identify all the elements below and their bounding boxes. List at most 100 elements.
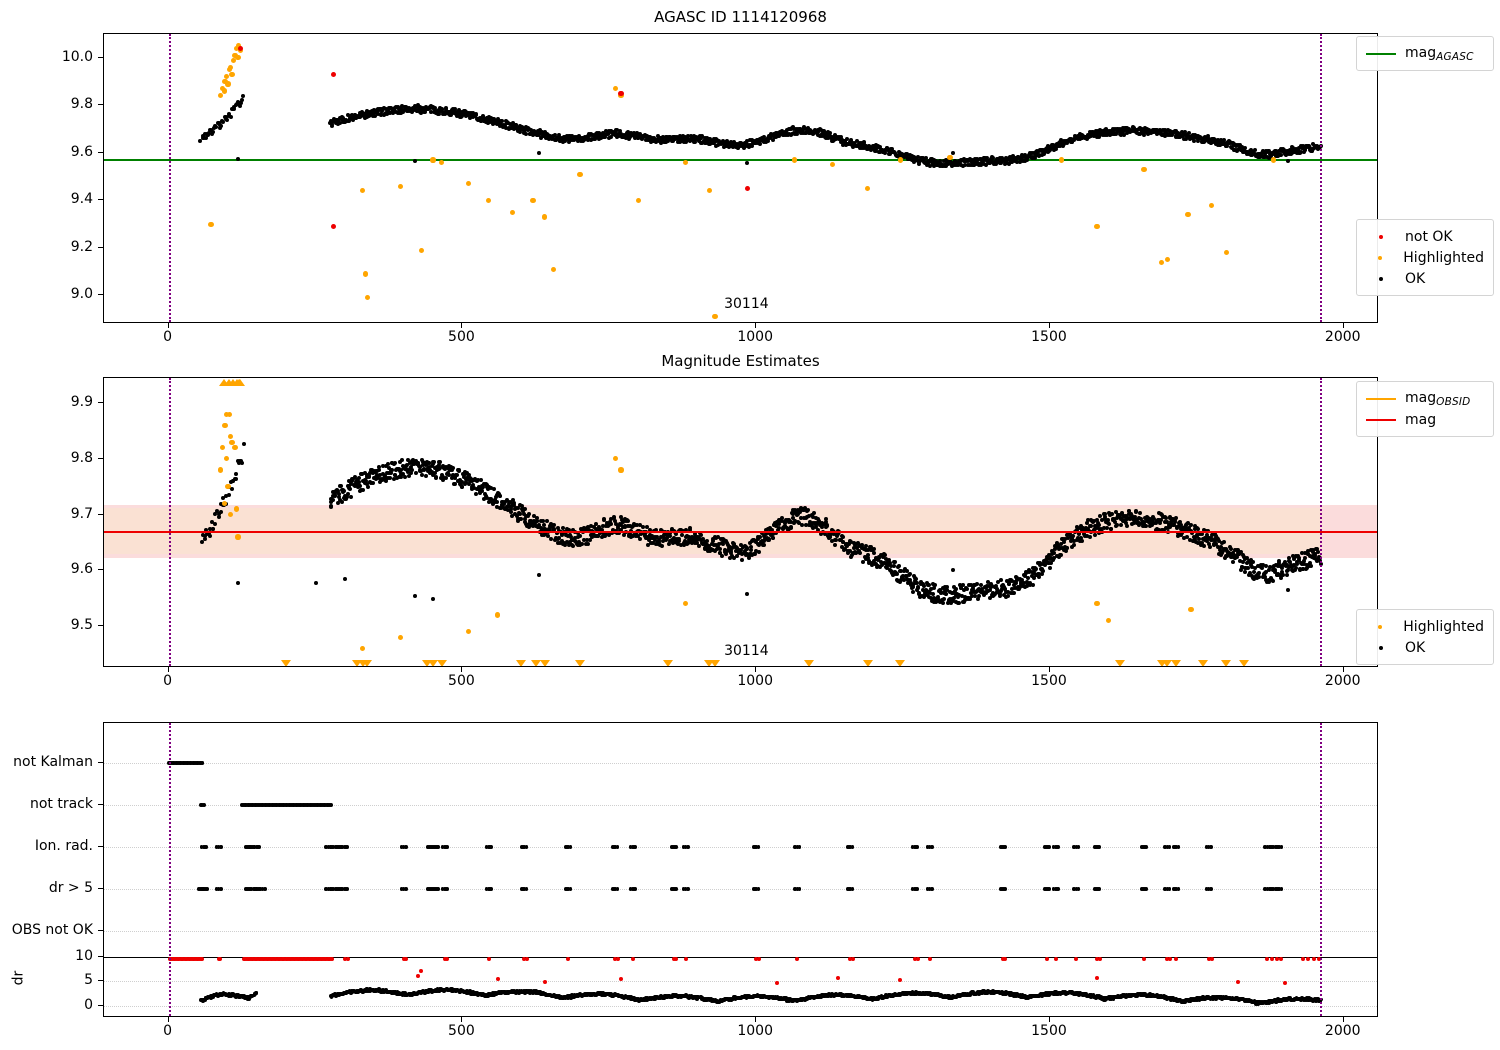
ok-point (938, 158, 943, 163)
ok-point (838, 135, 843, 140)
highlighted-point (486, 197, 492, 203)
highlighted-point (217, 93, 223, 99)
highlighted-point (509, 209, 515, 215)
x-tick-label: 500 (448, 329, 475, 345)
flag-marker (345, 887, 349, 891)
ok-point (478, 477, 483, 482)
ok-point (1276, 149, 1281, 154)
highlighted-point (229, 71, 235, 77)
ok-point (962, 163, 967, 168)
ok-point (716, 143, 721, 148)
flag-marker (1176, 887, 1181, 891)
flag-marker (686, 887, 690, 891)
ok-point (577, 533, 582, 538)
flag-marker (615, 845, 620, 849)
ok-point (942, 597, 947, 602)
flag-marker (1056, 887, 1060, 891)
ok-point (766, 138, 771, 143)
flag-marker (204, 845, 208, 849)
ok-point (1191, 138, 1196, 143)
ok-point (1309, 564, 1314, 569)
ok-point (329, 504, 334, 509)
ok-point (600, 132, 605, 137)
y-tick-mark (98, 104, 103, 106)
ok-point (993, 161, 998, 166)
ok-point (1216, 140, 1221, 145)
not-ok-point (238, 45, 244, 51)
ok-point (749, 144, 754, 149)
highlighted-point (618, 467, 624, 473)
ok-point (924, 163, 929, 168)
obsid-boundary-line (1320, 34, 1323, 322)
ok-point (1314, 143, 1319, 148)
ok-point (351, 115, 356, 120)
ok-point (343, 493, 348, 498)
ok-point (490, 119, 495, 124)
flag-marker (489, 845, 493, 849)
ok-point (526, 127, 531, 132)
ok-point (432, 460, 437, 465)
panel2-axes (103, 377, 1378, 667)
ok-point (998, 577, 1003, 582)
ok-point (379, 112, 384, 117)
ok-point (883, 151, 888, 156)
highlighted-point (791, 157, 797, 163)
ok-point (234, 476, 239, 481)
ok-point (712, 141, 717, 146)
ok-point (240, 97, 245, 102)
highlighted-point (1106, 617, 1112, 624)
ok-point (857, 143, 862, 148)
plot-area (104, 378, 1377, 666)
ok-point (219, 124, 224, 129)
highlighted-point (550, 266, 557, 272)
ok-point (666, 139, 671, 144)
ok-point (422, 109, 427, 114)
highlighted-point (712, 314, 718, 320)
ok-point (745, 591, 750, 596)
y-tick-mark (98, 513, 103, 515)
flag-marker (674, 887, 678, 891)
legend-entry: Highlighted (1366, 616, 1484, 637)
highlighted-point (1094, 601, 1100, 607)
ok-point (207, 534, 212, 539)
highlighted-point (1223, 250, 1229, 256)
ok-point (951, 568, 956, 573)
ok-point (730, 145, 735, 150)
flag-marker (1279, 845, 1284, 849)
ok-point (592, 135, 597, 140)
ok-point (712, 139, 717, 144)
highlighted-point (897, 157, 903, 163)
ok-point (401, 108, 406, 113)
ok-point (1006, 161, 1011, 166)
ok-point (726, 140, 731, 145)
highlighted-point (232, 52, 238, 58)
ok-point (373, 113, 378, 118)
ok-point (893, 560, 898, 565)
ok-point (1162, 127, 1167, 132)
ok-point (1015, 160, 1020, 165)
ok-point (927, 163, 932, 168)
highlighted-point (225, 81, 231, 87)
ok-point (400, 457, 405, 462)
ok-point (990, 155, 995, 160)
ok-point (336, 492, 341, 497)
ok-point (423, 474, 428, 479)
ok-point (907, 157, 912, 162)
highlighted-clipped-low-marker (804, 660, 815, 666)
ok-point (208, 127, 213, 132)
legend-dot (1378, 255, 1383, 260)
highlighted-clipped-low-marker (539, 660, 550, 666)
ok-point (413, 470, 418, 475)
y-tick-label: 9.9 (70, 394, 93, 411)
ok-point (852, 140, 857, 145)
legend-label: OK (1405, 639, 1426, 656)
flag-marker (1056, 845, 1060, 849)
ok-point (346, 478, 351, 483)
ok-point (458, 111, 462, 116)
ok-point (1282, 148, 1287, 153)
highlighted-point (222, 78, 228, 85)
ok-point (980, 160, 985, 165)
ok-point (613, 132, 618, 137)
flag-marker (445, 887, 449, 891)
highlighted-point (829, 162, 836, 168)
